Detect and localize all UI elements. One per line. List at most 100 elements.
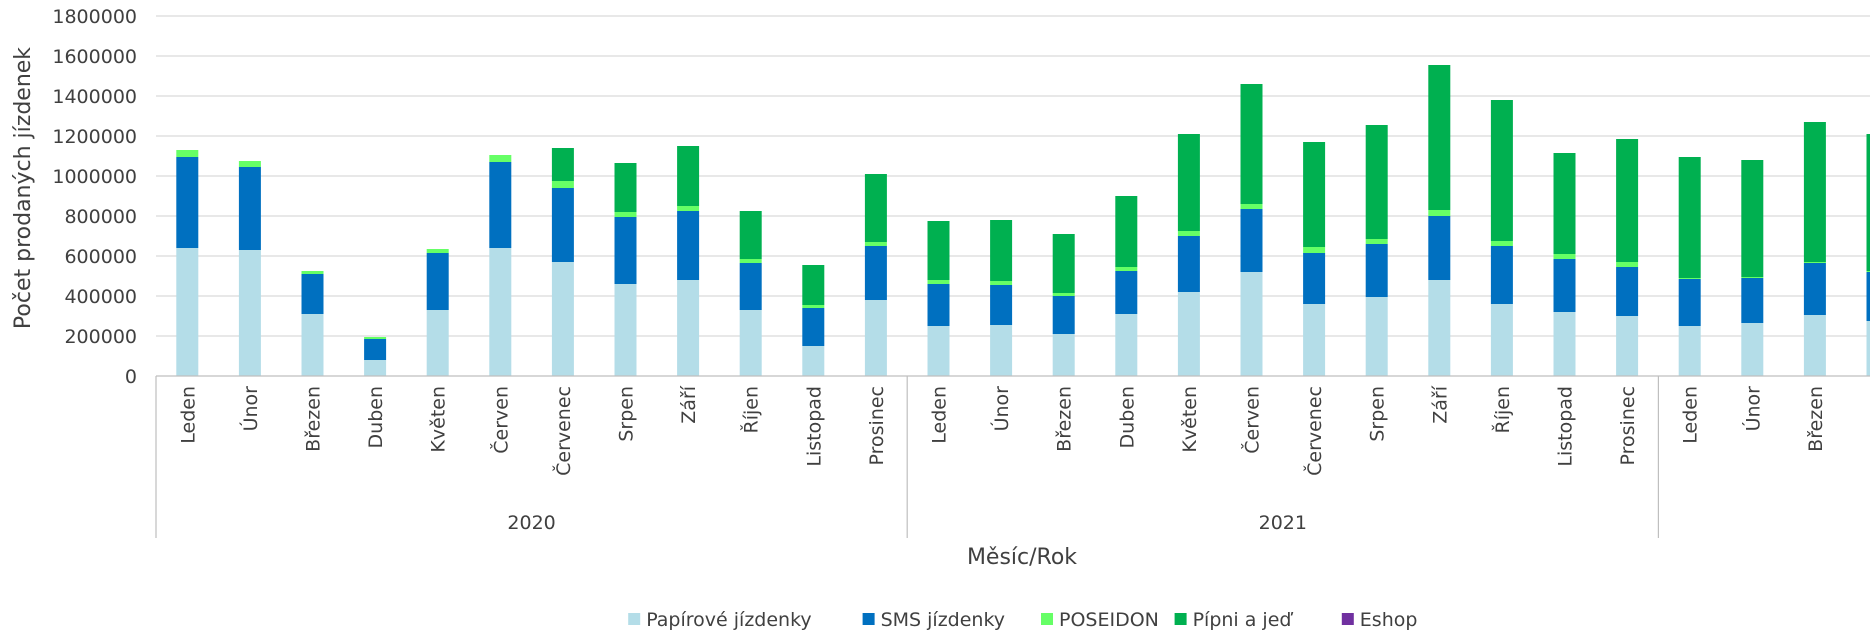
bar-segment: [990, 285, 1012, 325]
bar-segment: [1241, 84, 1263, 204]
bar-segment: [364, 339, 386, 360]
y-tick-label: 1200000: [52, 126, 137, 148]
bar-segment: [489, 155, 511, 162]
x-tick-label: Duben: [1116, 386, 1138, 448]
x-tick-label: Červen: [488, 386, 512, 454]
legend-label: SMS jízdenky: [881, 609, 1005, 631]
bar-segment: [1428, 216, 1450, 280]
bar-segment: [740, 259, 762, 263]
legend-swatch: [628, 613, 640, 625]
bar-segment: [928, 221, 950, 280]
x-tick-label: Září: [678, 385, 700, 423]
legend-item: SMS jízdenky: [863, 609, 1005, 631]
y-tick-label: 1800000: [52, 6, 137, 28]
legend-item: Papírové jízdenky: [628, 609, 811, 631]
bar-segment: [615, 212, 637, 217]
bar-segment: [1679, 326, 1701, 376]
bar-segment: [1178, 231, 1200, 236]
bar-segment: [1491, 241, 1513, 246]
bar-segment: [1053, 334, 1075, 376]
bar-segment: [1115, 271, 1137, 314]
y-tick-label: 0: [125, 366, 137, 388]
bar-segment: [1491, 100, 1513, 241]
bar-segment: [677, 146, 699, 206]
bar-segment: [1115, 267, 1137, 271]
legend-swatch: [1175, 613, 1187, 625]
x-tick-label: Listopad: [1555, 386, 1577, 467]
y-tick-label: 800000: [64, 206, 137, 228]
x-tick-label: Červenec: [1302, 386, 1326, 476]
bar-segment: [802, 308, 824, 346]
bar-segment: [1616, 267, 1638, 316]
x-tick-label: Květen: [1179, 386, 1201, 453]
bar-segment: [1366, 297, 1388, 376]
x-tick-label: Září: [1429, 385, 1451, 423]
legend-item: POSEIDON: [1041, 609, 1159, 631]
bar-segment: [802, 346, 824, 376]
group-label: 2021: [1259, 512, 1307, 534]
y-tick-label: 1000000: [52, 166, 137, 188]
x-tick-label: Leden: [929, 386, 951, 444]
bar-segment: [1804, 263, 1826, 315]
bar-segment: [302, 271, 324, 274]
bar-segment: [615, 284, 637, 376]
x-tick-label: Listopad: [803, 386, 825, 467]
bar-segment: [552, 188, 574, 262]
x-tick-label: Březen: [1054, 386, 1076, 452]
bar-segment: [427, 310, 449, 376]
bar-segment: [302, 314, 324, 376]
bar-segment: [1053, 296, 1075, 334]
x-tick-label: Srpen: [616, 386, 638, 442]
bar-segment: [865, 246, 887, 300]
bar-segment: [427, 253, 449, 310]
bar-segment: [1241, 209, 1263, 272]
y-tick-label: 200000: [64, 326, 137, 348]
bar-segment: [865, 174, 887, 242]
axes: 0200000400000600000800000100000012000001…: [52, 6, 1870, 538]
bar-segment: [176, 150, 198, 157]
bar-segment: [865, 300, 887, 376]
x-tick-label: Červenec: [551, 386, 575, 476]
bar-segment: [1554, 312, 1576, 376]
bar-segment: [1867, 321, 1870, 376]
bar-segment: [1491, 246, 1513, 304]
bar-segment: [489, 162, 511, 248]
x-tick-label: Leden: [1680, 386, 1702, 444]
legend-swatch: [1041, 613, 1053, 625]
bar-segment: [740, 211, 762, 259]
bar-segment: [176, 157, 198, 248]
bar-segment: [1679, 279, 1701, 326]
bar-segment: [239, 167, 261, 250]
legend-label: Papírové jízdenky: [646, 609, 811, 631]
bar-segment: [552, 148, 574, 181]
bar-segment: [1679, 157, 1701, 278]
x-tick-label: Prosinec: [1617, 386, 1639, 466]
y-axis-title: Počet prodaných jízdenek: [11, 47, 36, 329]
bar-segment: [1303, 304, 1325, 376]
bar-segment: [427, 249, 449, 253]
x-tick-label: Květen: [428, 386, 450, 453]
x-tick-label: Březen: [303, 386, 325, 452]
bar-segment: [802, 265, 824, 305]
bar-segment: [552, 262, 574, 376]
bar-segment: [1554, 259, 1576, 312]
bar-segment: [1303, 247, 1325, 253]
bar-segment: [1115, 314, 1137, 376]
bar-segment: [990, 220, 1012, 281]
bar-segment: [677, 280, 699, 376]
bar-segment: [740, 310, 762, 376]
bar-segment: [1366, 125, 1388, 239]
y-tick-label: 1400000: [52, 86, 137, 108]
x-tick-label: Únor: [238, 386, 262, 432]
y-tick-label: 600000: [64, 246, 137, 268]
bar-segment: [1741, 323, 1763, 376]
bar-segment: [1741, 160, 1763, 277]
x-tick-label: Únor: [1740, 386, 1764, 432]
bar-segment: [677, 211, 699, 280]
x-tick-label: Srpen: [1367, 386, 1389, 442]
legend-label: Eshop: [1360, 609, 1418, 631]
bar-segment: [928, 280, 950, 284]
group-label: 2020: [507, 512, 555, 534]
